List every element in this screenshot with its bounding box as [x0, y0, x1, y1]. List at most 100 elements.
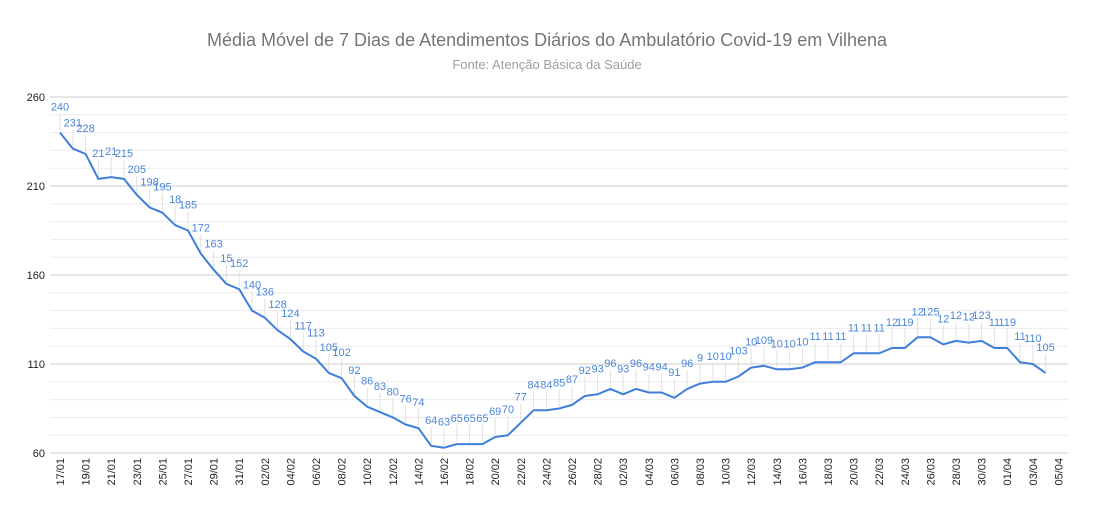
data-label: 69 — [489, 406, 501, 418]
y-tick-label: 160 — [27, 270, 45, 282]
x-tick-label: 06/03 — [669, 458, 681, 486]
x-tick-label: 08/03 — [695, 458, 707, 486]
x-tick-label: 12/02 — [388, 458, 400, 486]
data-label: 65 — [463, 413, 475, 425]
x-tick-label: 08/02 — [337, 458, 349, 486]
x-tick-label: 26/03 — [925, 458, 937, 486]
data-label: 15 — [220, 253, 232, 265]
data-label: 163 — [204, 239, 222, 251]
data-label: 9 — [697, 353, 703, 365]
data-label: 12 — [963, 312, 975, 324]
data-label: 74 — [412, 397, 424, 409]
data-label: 11 — [989, 317, 1000, 329]
data-label: 12 — [950, 310, 962, 322]
x-tick-label: 22/03 — [874, 458, 886, 486]
x-tick-label: 06/02 — [311, 458, 323, 486]
data-label: 240 — [51, 102, 69, 114]
data-label: 10 — [719, 351, 731, 363]
data-label: 102 — [332, 347, 350, 359]
data-label: 76 — [399, 394, 411, 406]
x-tick-label: 02/02 — [260, 458, 272, 486]
data-label: 205 — [128, 164, 146, 176]
data-label: 231 — [64, 118, 82, 130]
data-label: 93 — [617, 363, 629, 375]
x-tick-label: 19/01 — [81, 458, 93, 486]
x-tick-label: 23/01 — [132, 458, 144, 486]
x-tick-label: 21/01 — [106, 458, 118, 486]
x-tick-label: 24/03 — [900, 458, 912, 486]
data-label: 18 — [169, 194, 181, 206]
data-label: 92 — [348, 365, 360, 377]
series-line — [59, 131, 1047, 449]
data-label: 12 — [911, 306, 923, 318]
data-label: 215 — [115, 148, 133, 160]
data-label: 128 — [268, 299, 286, 311]
x-tick-label: 04/03 — [644, 458, 656, 486]
x-tick-label: 26/02 — [567, 458, 579, 486]
data-label: 12 — [937, 313, 949, 325]
data-label: 96 — [604, 358, 616, 370]
data-label: 21 — [105, 146, 117, 158]
x-tick-label: 20/02 — [490, 458, 502, 486]
data-label: 136 — [256, 287, 274, 299]
x-tick-label: 03/04 — [1028, 458, 1040, 486]
data-label: 77 — [515, 392, 527, 404]
data-label-leaders — [59, 113, 1047, 446]
data-label: 70 — [502, 404, 514, 416]
data-label: 11 — [822, 331, 833, 343]
data-label: 11 — [848, 322, 859, 334]
data-label: 228 — [76, 123, 94, 135]
data-label: 83 — [374, 381, 386, 393]
data-label: 65 — [451, 413, 463, 425]
data-label: 10 — [783, 338, 795, 350]
data-label: 105 — [1036, 342, 1054, 354]
data-label: 198 — [140, 176, 158, 188]
y-tick-label: 110 — [27, 359, 45, 371]
data-label: 10 — [796, 337, 808, 349]
x-tick-label: 17/01 — [55, 458, 67, 486]
data-label: 10 — [771, 338, 783, 350]
data-label: 11 — [861, 322, 872, 334]
x-tick-label: 14/02 — [413, 458, 425, 486]
data-label: 109 — [755, 335, 773, 347]
data-label: 123 — [972, 310, 990, 322]
data-label: 84 — [527, 379, 539, 391]
data-label: 124 — [281, 308, 299, 320]
data-label: 96 — [630, 358, 642, 370]
data-label: 185 — [179, 200, 197, 212]
data-label: 86 — [361, 376, 373, 388]
data-label: 87 — [566, 374, 578, 386]
data-label: 103 — [729, 345, 747, 357]
x-axis-ticks: 17/01 19/01 21/01 23/01 25/01 27/01 29/01 31/01… — [55, 458, 1065, 486]
x-tick-label: 14/03 — [772, 458, 784, 486]
x-tick-label: 01/04 — [1002, 458, 1014, 486]
y-axis-ticks: 60 110 160 210 260 — [27, 92, 45, 460]
y-tick-label: 210 — [27, 181, 45, 193]
data-label: 65 — [476, 413, 488, 425]
data-label: 63 — [438, 417, 450, 429]
chart-subtitle: Fonte: Atenção Básica da Saúde — [452, 57, 641, 72]
data-label: 11 — [873, 322, 884, 334]
data-label: 64 — [425, 415, 437, 427]
data-label: 113 — [307, 328, 325, 340]
x-tick-label: 24/02 — [541, 458, 553, 486]
data-label: 110 — [1024, 333, 1042, 345]
data-label: 172 — [192, 223, 210, 235]
x-tick-label: 20/03 — [849, 458, 861, 486]
x-tick-label: 28/03 — [951, 458, 963, 486]
data-label: 195 — [153, 182, 171, 194]
x-tick-label: 29/01 — [209, 458, 221, 486]
x-tick-label: 25/01 — [157, 458, 169, 486]
data-label: 11 — [809, 331, 820, 343]
data-label: 152 — [230, 258, 248, 270]
data-label: 119 — [896, 317, 914, 329]
x-tick-label: 16/02 — [439, 458, 451, 486]
data-label: 85 — [553, 378, 565, 390]
data-label: 96 — [681, 358, 693, 370]
data-label: 91 — [668, 367, 680, 379]
data-label: 94 — [655, 361, 667, 373]
data-label: 93 — [591, 363, 603, 375]
data-label: 92 — [579, 365, 591, 377]
x-tick-label: 31/01 — [234, 458, 246, 486]
